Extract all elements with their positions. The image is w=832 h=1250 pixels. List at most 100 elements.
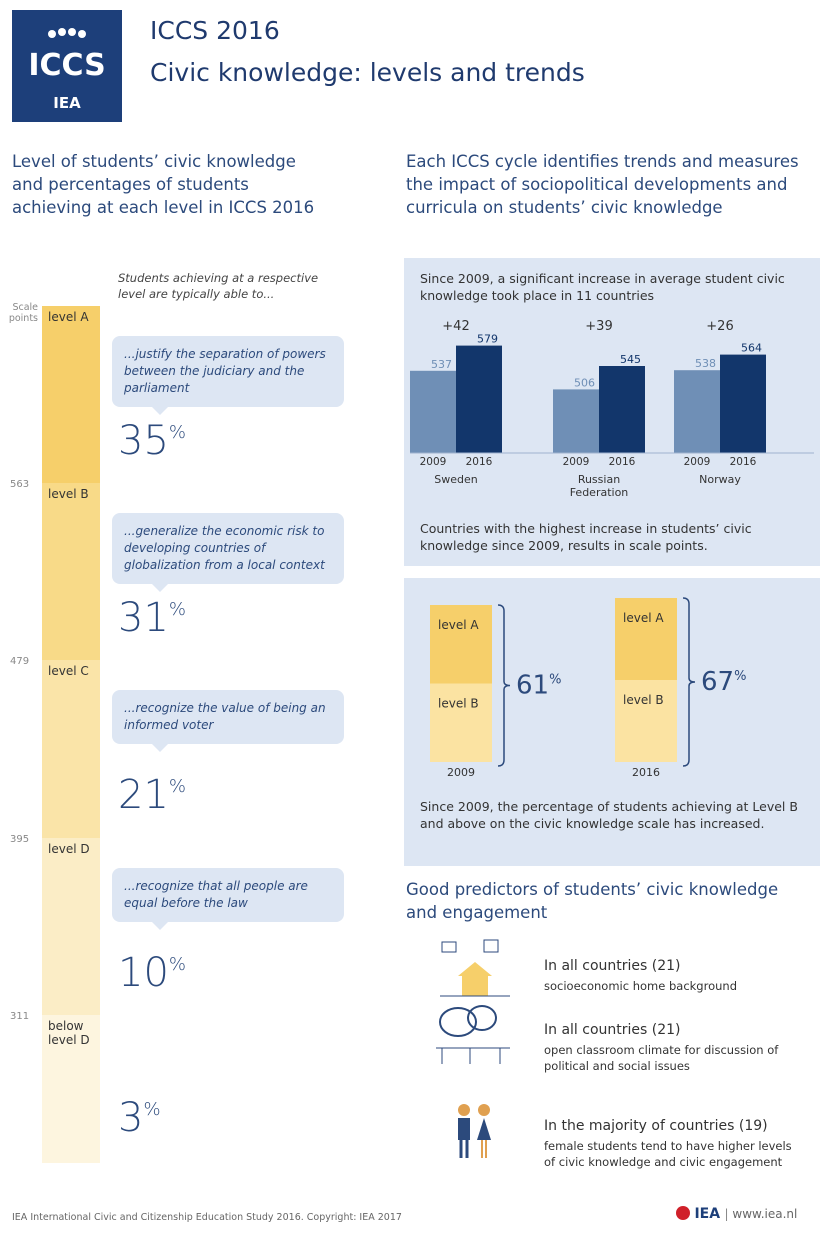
bar bbox=[553, 389, 599, 453]
page: ICCS IEA ICCS 2016 Civic knowledge: leve… bbox=[0, 0, 832, 1250]
predictor-icon bbox=[430, 1096, 520, 1166]
predictors-heading: Good predictors of students’ civic knowl… bbox=[406, 878, 806, 924]
speech-bubble: ...justify the separation of powers betw… bbox=[112, 336, 344, 407]
brand-icon bbox=[676, 1206, 690, 1220]
value-label: 564 bbox=[741, 342, 762, 355]
bracket bbox=[683, 598, 695, 766]
percent: 31% bbox=[118, 595, 186, 641]
percent-label: 61% bbox=[516, 671, 561, 701]
percent-value: 35 bbox=[118, 418, 169, 464]
predictor-icon bbox=[430, 936, 520, 1006]
level-b-block bbox=[430, 684, 492, 763]
percent-value: 67 bbox=[701, 667, 734, 697]
value-label: 506 bbox=[574, 376, 595, 389]
percent: 10% bbox=[118, 950, 186, 996]
trend-panel: Since 2009, a significant increase in av… bbox=[404, 258, 820, 566]
icon-classroom bbox=[430, 1000, 520, 1070]
percent-sign: % bbox=[734, 669, 746, 684]
level-label: level B bbox=[623, 693, 664, 707]
year-label: 2016 bbox=[632, 766, 660, 779]
change-label: +42 bbox=[442, 319, 469, 334]
country-label: Sweden bbox=[434, 473, 477, 486]
comparison-chart: level A level B 61% 2009 level A level B 67% 20… bbox=[404, 578, 820, 788]
level-label: level A bbox=[623, 611, 664, 625]
bubble-tail bbox=[152, 744, 168, 752]
bar bbox=[720, 355, 766, 453]
bar bbox=[599, 366, 645, 453]
level-name: level D bbox=[48, 842, 98, 856]
level-label: level A bbox=[438, 618, 479, 632]
country-label-line: Federation bbox=[570, 486, 629, 499]
percent-value: 61 bbox=[516, 671, 549, 701]
right-heading: Each ICCS cycle identifies trends and me… bbox=[406, 150, 806, 219]
predictor-text: socioeconomic home background bbox=[544, 978, 794, 994]
predictor-title: In all countries (21) bbox=[544, 958, 681, 974]
year-label: 2009 bbox=[447, 766, 475, 779]
percent-value: 21 bbox=[118, 772, 169, 818]
bracket bbox=[498, 605, 510, 766]
icon-students bbox=[430, 1096, 520, 1166]
value-label: 537 bbox=[431, 358, 452, 371]
scale-label: Scale points bbox=[0, 302, 38, 324]
level-name: level A bbox=[48, 310, 98, 324]
speech-bubble: ...recognize that all people are equal b… bbox=[112, 868, 344, 922]
cutoff-label: 563 bbox=[10, 479, 29, 490]
value-label: 579 bbox=[477, 333, 498, 346]
percent: 3% bbox=[118, 1095, 161, 1141]
level-segment bbox=[42, 838, 100, 1015]
percent-label: 67% bbox=[701, 667, 746, 697]
cutoff-label: 311 bbox=[10, 1011, 29, 1022]
country-label-line: Russian bbox=[578, 473, 620, 486]
predictor-icon bbox=[430, 1000, 520, 1070]
percent-sign: % bbox=[169, 599, 186, 620]
year-label: 2016 bbox=[730, 456, 757, 468]
percent-value: 10 bbox=[118, 950, 169, 996]
logo-text: ICCS bbox=[12, 48, 122, 83]
footer-brand: IEA | www.iea.nl bbox=[676, 1206, 797, 1222]
level-segment bbox=[42, 483, 100, 660]
level-label: level B bbox=[438, 697, 479, 711]
percent-value: 3 bbox=[118, 1095, 143, 1141]
title: ICCS 2016 bbox=[150, 16, 280, 45]
bubble-tail bbox=[152, 584, 168, 592]
comparison-caption: Since 2009, the percentage of students a… bbox=[420, 798, 800, 832]
change-label: +39 bbox=[585, 319, 612, 334]
footer-org: IEA bbox=[694, 1206, 720, 1222]
level-name: level B bbox=[48, 487, 98, 501]
bubble-tail bbox=[152, 922, 168, 930]
cutoff-label: 479 bbox=[10, 656, 29, 667]
icon-home bbox=[430, 936, 520, 1006]
bar bbox=[674, 370, 720, 453]
value-label: 538 bbox=[695, 357, 716, 370]
subtitle: Civic knowledge: levels and trends bbox=[150, 58, 585, 87]
cutoff-label: 395 bbox=[10, 834, 29, 845]
percent-sign: % bbox=[169, 422, 186, 443]
level-name: below level D bbox=[48, 1019, 98, 1047]
logo-org: IEA bbox=[12, 94, 122, 112]
footer-note: IEA International Civic and Citizenship … bbox=[12, 1212, 402, 1223]
percent-sign: % bbox=[549, 673, 561, 688]
trend-chart: +4253720095792016Sweden+3950620095452016… bbox=[404, 258, 820, 508]
footer-url: www.iea.nl bbox=[732, 1207, 797, 1221]
bar bbox=[410, 371, 456, 453]
logo: ICCS IEA bbox=[12, 10, 122, 122]
logo-icon bbox=[12, 10, 122, 50]
year-label: 2016 bbox=[466, 456, 493, 468]
predictor-text: open classroom climate for discussion of… bbox=[544, 1042, 794, 1074]
change-label: +26 bbox=[706, 319, 733, 334]
percent-sign: % bbox=[143, 1099, 160, 1120]
percent-value: 31 bbox=[118, 595, 169, 641]
percent: 21% bbox=[118, 772, 186, 818]
year-label: 2009 bbox=[684, 456, 711, 468]
speech-bubble: ...recognize the value of being an infor… bbox=[112, 690, 344, 744]
level-segment bbox=[42, 660, 100, 838]
predictor-text: female students tend to have higher leve… bbox=[544, 1138, 794, 1170]
country-label: Norway bbox=[699, 473, 741, 486]
level-a-block bbox=[430, 605, 492, 684]
year-label: 2009 bbox=[563, 456, 590, 468]
percent-sign: % bbox=[169, 954, 186, 975]
percent-sign: % bbox=[169, 776, 186, 797]
intro: Students achieving at a respective level… bbox=[118, 270, 338, 302]
speech-bubble: ...generalize the economic risk to devel… bbox=[112, 513, 344, 584]
